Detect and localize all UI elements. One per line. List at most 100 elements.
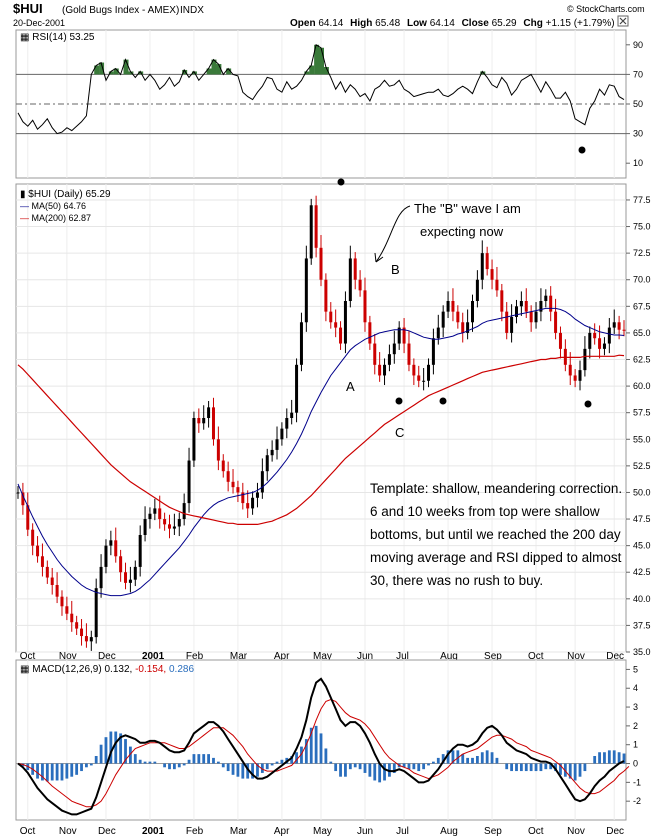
month-label: 2001: [142, 826, 165, 837]
candle-body: [422, 380, 426, 382]
y-tick-label: 55.0: [633, 434, 651, 444]
close-icon[interactable]: [617, 15, 629, 27]
candle-body: [319, 247, 323, 280]
y-tick-label: 35.0: [633, 647, 651, 657]
histogram-bar: [368, 763, 372, 777]
signal-line: [17, 698, 630, 808]
macd-legend-value: 0.132,: [104, 664, 132, 675]
histogram-bar: [436, 757, 440, 764]
price-marker-dot: [584, 400, 592, 408]
ma200-line: [17, 354, 625, 525]
symbol-title: $HUI: [13, 1, 43, 16]
month-label: Dec: [606, 826, 624, 837]
candle-body: [514, 306, 518, 317]
candle-body: [490, 269, 494, 280]
close-label: Close: [462, 18, 490, 29]
rsi-line: [17, 44, 625, 135]
candle-body: [392, 343, 396, 355]
histogram-bar: [197, 754, 201, 764]
candle-body: [324, 279, 328, 312]
histogram-bar: [36, 763, 39, 779]
histogram-bar: [85, 763, 88, 768]
histogram-bar: [578, 763, 582, 777]
candle-body: [554, 311, 558, 333]
candle-body: [505, 311, 509, 333]
histogram-bar: [471, 757, 474, 764]
candle-body: [519, 301, 523, 307]
rsi-overbought-fill: [226, 68, 232, 75]
histogram-bar: [226, 763, 230, 772]
month-label: Apr: [274, 826, 290, 837]
candle-body: [148, 513, 152, 520]
rsi-overbought-fill: [314, 44, 320, 75]
candle-body: [383, 364, 387, 376]
candle-body: [368, 322, 372, 344]
histogram-bar: [412, 763, 416, 770]
histogram-bar: [300, 746, 303, 764]
month-label: Dec: [98, 651, 116, 662]
candle-body: [593, 332, 597, 339]
candle-body: [544, 295, 548, 301]
candle-body: [427, 364, 431, 381]
candle-body: [534, 311, 538, 323]
y-tick-label: 50: [633, 99, 643, 109]
y-tick-label: 40.0: [633, 594, 651, 604]
histogram-bar: [358, 763, 362, 770]
month-label: May: [313, 651, 332, 662]
histogram-bar: [138, 759, 142, 764]
candle-body: [456, 311, 460, 323]
histogram-bar: [94, 756, 98, 764]
histogram-bar: [75, 763, 79, 775]
candle-body: [451, 301, 455, 312]
histogram-bar: [549, 763, 553, 770]
candle-body: [89, 637, 93, 642]
histogram-bar: [192, 754, 196, 764]
rsi-overbought-fill: [94, 65, 100, 75]
candle-body: [612, 322, 616, 328]
open-value: 64.14: [318, 18, 343, 29]
candle-body: [177, 519, 181, 527]
rsi-overbought-fill: [319, 47, 324, 75]
y-tick-label: 60.0: [633, 381, 651, 391]
candle-body: [285, 418, 289, 429]
histogram-bar: [598, 752, 601, 764]
candle-body: [348, 258, 352, 301]
histogram-bar: [475, 756, 479, 764]
candle-body: [446, 301, 450, 312]
month-label: Jul: [396, 826, 409, 837]
price-marker-dot: [395, 397, 403, 405]
price-marker-dot: [439, 397, 447, 405]
candle-body: [485, 253, 489, 270]
candle-body: [329, 311, 333, 323]
histogram-bar: [99, 744, 103, 764]
ma50-line: [17, 307, 625, 597]
candle-body: [417, 375, 421, 381]
candle-body: [60, 596, 64, 607]
month-label: Apr: [274, 651, 290, 662]
histogram-bar: [177, 763, 181, 768]
candle-body: [588, 332, 592, 349]
histogram-bar: [202, 754, 206, 764]
histogram-bar: [309, 727, 313, 764]
candle-body: [182, 503, 186, 520]
y-tick-label: 57.5: [633, 408, 651, 418]
histogram-bar: [510, 763, 513, 772]
candle-body: [578, 370, 582, 381]
histogram-bar: [246, 763, 250, 779]
histogram-bar: [221, 763, 225, 768]
histogram-bar: [378, 763, 382, 783]
candle-body: [16, 492, 20, 494]
histogram-bar: [80, 763, 83, 772]
candle-body: [241, 492, 245, 504]
histogram-bar: [133, 754, 137, 764]
index-name: (Gold Bugs Index - AMEX): [62, 5, 179, 16]
month-label: Oct: [528, 651, 544, 662]
candle-body: [602, 343, 606, 349]
rsi-overbought-fill: [206, 68, 212, 75]
histogram-bar: [55, 763, 59, 781]
hist-legend-value: 0.286: [169, 664, 194, 675]
histogram-bar: [480, 752, 484, 764]
y-tick-label: 65.0: [633, 328, 651, 338]
rsi-overbought-fill: [113, 68, 119, 75]
